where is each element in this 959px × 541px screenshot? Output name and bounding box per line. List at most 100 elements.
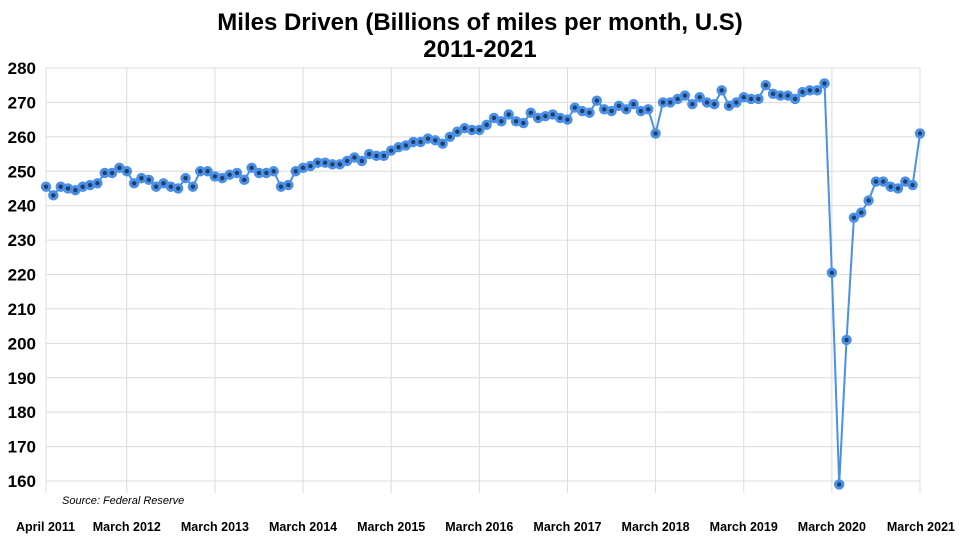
y-tick-label: 280 [8, 59, 36, 78]
chart-subtitle: 2011-2021 [423, 36, 536, 63]
x-tick-label: March 2019 [710, 520, 778, 534]
y-tick-label: 210 [8, 300, 36, 319]
data-point [643, 104, 654, 115]
data-point-center [440, 141, 445, 146]
data-point [312, 157, 323, 168]
x-tick-label: March 2016 [445, 520, 513, 534]
data-point-center [697, 95, 702, 100]
data-point [253, 167, 265, 179]
data-point [856, 207, 867, 218]
data-point-center [153, 184, 159, 189]
data-point-center [359, 158, 365, 164]
data-point-center [903, 179, 908, 184]
data-point-center [550, 112, 555, 117]
data-point [811, 85, 823, 96]
data-point-center [249, 165, 254, 171]
data-point-center [881, 179, 886, 184]
data-point-center [146, 177, 152, 183]
data-point-center [477, 127, 482, 133]
data-point-center [587, 110, 592, 115]
data-point [694, 92, 705, 103]
data-point-center [579, 108, 585, 114]
data-point [731, 97, 742, 108]
data-point [356, 155, 368, 167]
data-point [878, 176, 889, 187]
data-point-center [176, 186, 181, 191]
data-point-center [264, 170, 269, 176]
data-point-center [102, 170, 107, 176]
data-point-center [895, 186, 901, 191]
data-point-center [80, 184, 85, 189]
data-point-center [198, 169, 203, 174]
data-point-center [778, 93, 783, 98]
y-tick-label: 270 [8, 93, 36, 112]
data-point-center [513, 119, 519, 124]
data-point-center [888, 184, 893, 189]
data-point [679, 90, 691, 101]
data-point-center [785, 93, 790, 98]
data-point-center [499, 119, 504, 124]
data-point [195, 166, 206, 177]
data-point-center [381, 153, 387, 158]
data-point-center [616, 103, 622, 109]
x-tick-label: March 2018 [622, 520, 690, 534]
data-point-center [741, 95, 746, 100]
data-point [621, 104, 632, 115]
y-tick-label: 170 [8, 438, 36, 457]
data-point [40, 181, 52, 192]
data-point [760, 80, 771, 91]
data-point [848, 212, 860, 223]
data-point-center [609, 108, 614, 114]
data-point-center [690, 101, 695, 107]
data-point-center [535, 115, 541, 121]
data-point [444, 131, 456, 143]
data-point-center [462, 126, 467, 131]
data-point [496, 116, 507, 127]
data-point [187, 181, 199, 192]
data-point-center [234, 170, 240, 176]
data-point-center [51, 193, 56, 198]
data-point-center [337, 162, 342, 167]
data-point-center [455, 129, 460, 134]
data-point [591, 95, 603, 106]
data-point [518, 117, 529, 129]
data-point [863, 195, 874, 206]
data-point [745, 93, 757, 105]
data-point [525, 107, 536, 118]
series-line [45, 81, 921, 485]
data-point-center [433, 138, 438, 143]
data-point-center [344, 158, 350, 164]
data-point-center [95, 181, 100, 186]
data-point [202, 166, 213, 177]
y-tick-label: 160 [8, 472, 36, 491]
data-point-center [653, 131, 658, 136]
x-tick-label: March 2020 [798, 520, 866, 534]
data-point-center [220, 175, 225, 181]
data-point-center [396, 144, 401, 150]
data-point [709, 98, 720, 110]
y-axis: 160 170 180 190 200 210 220 230 240 250 260 270 280 [8, 59, 36, 491]
data-point [466, 124, 478, 136]
data-point [753, 93, 764, 105]
data-point [106, 167, 118, 179]
data-point-center [109, 170, 115, 176]
data-point [826, 267, 838, 278]
data-point [283, 179, 294, 191]
data-point-center [800, 89, 805, 95]
data-point [503, 109, 514, 120]
data-point-center [814, 88, 820, 93]
data-point-center [851, 215, 857, 220]
data-point-center [594, 98, 600, 103]
data-point-center [837, 482, 842, 487]
data-point-center [308, 163, 313, 169]
x-tick-label: March 2021 [887, 520, 955, 534]
data-point-center [117, 165, 122, 171]
data-point [327, 159, 338, 170]
data-point [437, 138, 448, 149]
y-tick-label: 180 [8, 403, 36, 422]
data-point [99, 167, 110, 179]
x-tick-label: March 2012 [93, 520, 161, 534]
data-point [246, 162, 257, 174]
data-point [92, 178, 103, 189]
data-point-center [726, 103, 732, 109]
